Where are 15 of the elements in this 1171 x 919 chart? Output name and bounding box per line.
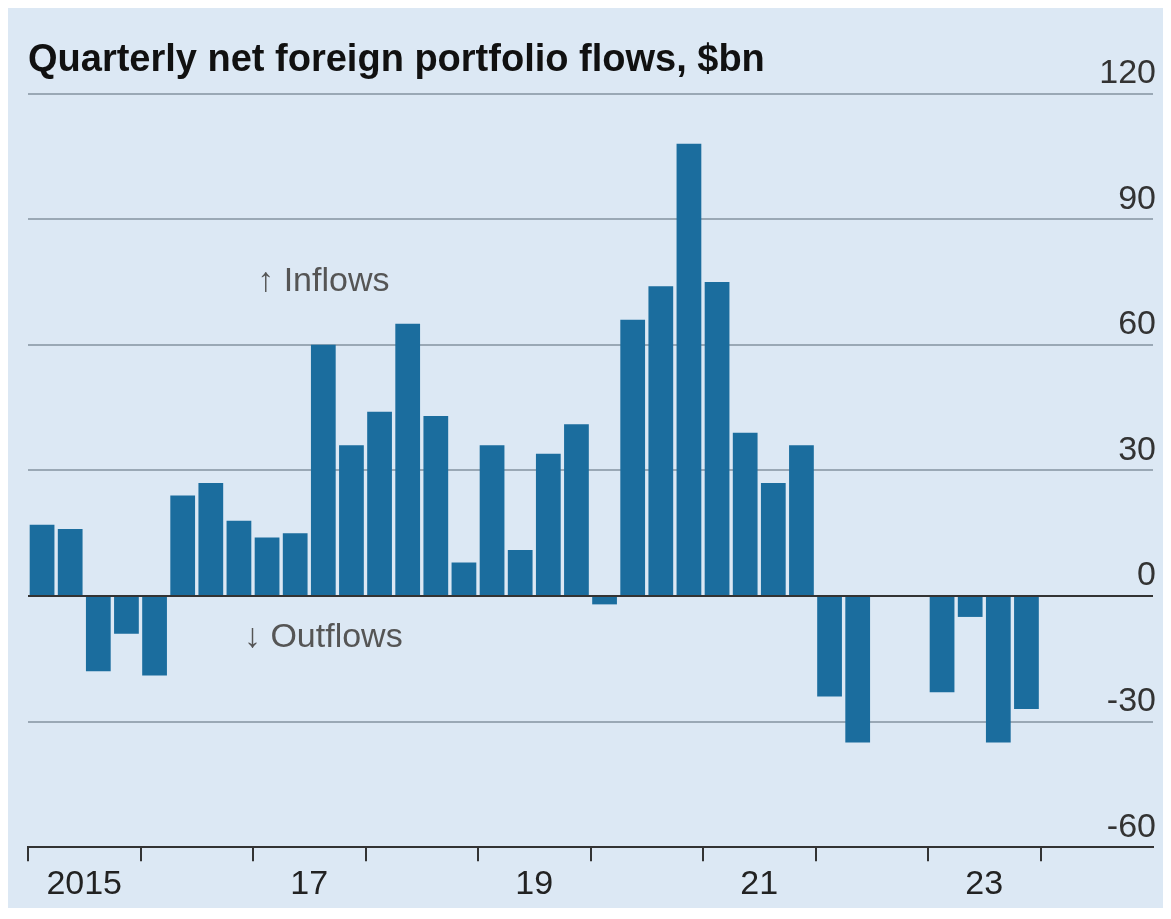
x-tick-label: 17	[290, 862, 329, 901]
annotation: ↓ Outflows	[243, 616, 403, 655]
y-tick-label: 30	[1118, 428, 1156, 467]
x-tick-label: 21	[740, 862, 779, 901]
y-tick-label: 90	[1118, 177, 1156, 216]
annotation: ↑ Inflows	[257, 260, 390, 299]
x-tick-label: 19	[515, 862, 554, 901]
y-tick-label: 0	[1137, 554, 1156, 593]
chart-title: Quarterly net foreign portfolio flows, $bn	[28, 37, 765, 80]
y-tick-label: 60	[1118, 303, 1156, 342]
y-tick-label: -30	[1106, 679, 1156, 718]
x-tick-label: 23	[965, 862, 1004, 901]
x-tick-label: 2015	[46, 862, 123, 901]
y-tick-label: 120	[1099, 51, 1156, 90]
y-tick-label: -60	[1106, 805, 1156, 844]
